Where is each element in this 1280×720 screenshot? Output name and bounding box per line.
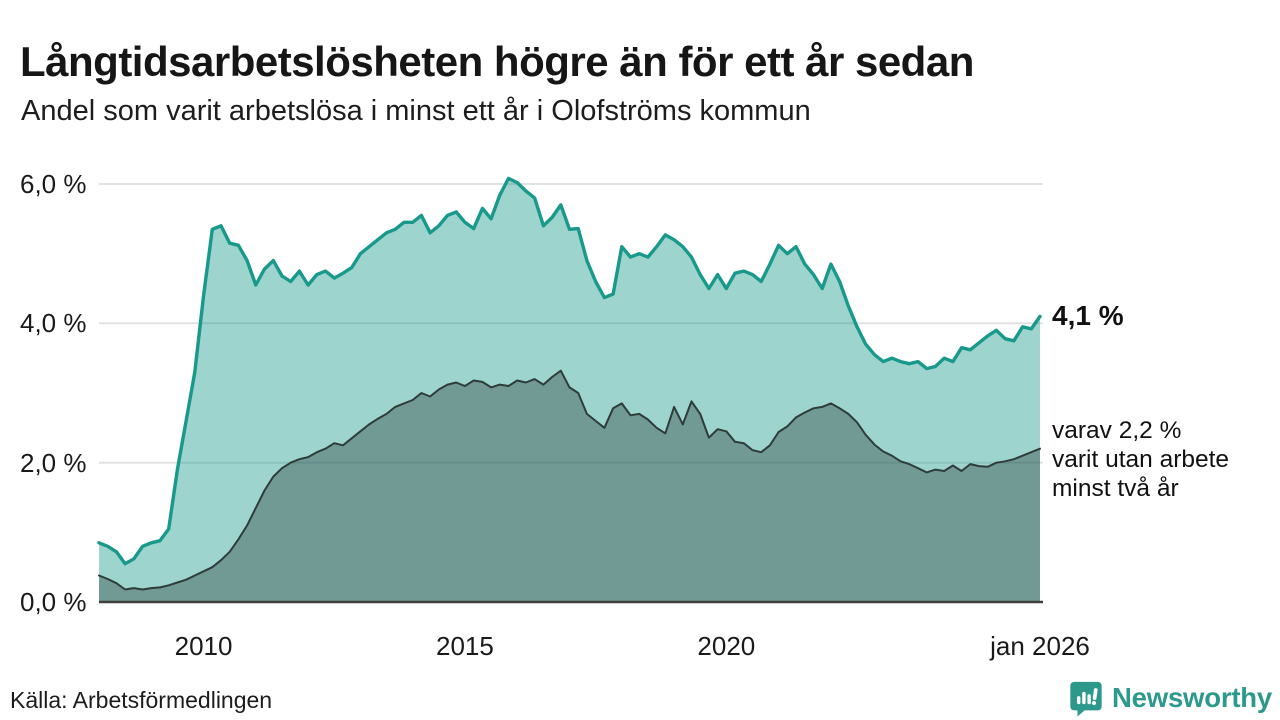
sub-series-annotation: varav 2,2 % varit utan arbete minst två … (1052, 416, 1229, 503)
page-title: Långtidsarbetslösheten högre än för ett … (20, 38, 974, 86)
y-tick-label: 0,0 % (20, 587, 87, 617)
source-note: Källa: Arbetsförmedlingen (10, 687, 273, 713)
x-tick-label: 2015 (436, 631, 494, 661)
series-2-line (98, 369, 1041, 591)
chart-subtitle: Andel som varit arbetslösa i minst ett å… (21, 95, 811, 127)
series-1-line (97, 176, 1042, 566)
newsworthy-logo: Newsworthy (1067, 679, 1272, 717)
x-tick-label: 2010 (174, 631, 233, 661)
sub-annotation-line3: minst två år (1052, 474, 1179, 502)
y-tick-label: 2,0 % (20, 447, 87, 478)
y-tick-label: 6,0 % (20, 169, 87, 199)
brand-name: Newsworthy (1112, 682, 1272, 713)
x-tick-label: 2020 (697, 631, 756, 661)
sub-annotation-line2: varit utan arbete (1052, 445, 1230, 473)
y-tick-label: 4,0 % (20, 308, 87, 339)
x-tick-label: jan 2026 (990, 631, 1090, 661)
sub-annotation-line1: varav 2,2 % (1052, 416, 1182, 444)
series-1-area (99, 178, 1040, 602)
latest-value-annotation: 4,1 % (1052, 300, 1124, 332)
newsworthy-icon (1070, 681, 1102, 717)
series-2-area (99, 370, 1040, 602)
